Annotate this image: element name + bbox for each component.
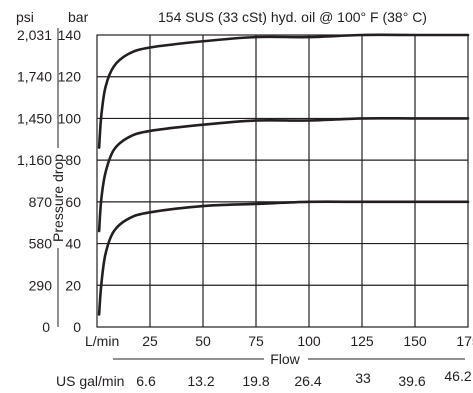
plot-frame [96,34,469,328]
label-layer: 154 SUS (33 cSt) hyd. oil @ 100° F (38° … [16,9,473,389]
x-secondary-tick-label: 19.8 [242,373,269,389]
x-tick-label: 175 [456,333,473,349]
x-secondary-unit-label: US gal/min [56,373,124,389]
pressure-curve-2 [97,116,470,233]
axis-layer [57,28,465,360]
grid-layer [96,34,469,328]
x-tick-label: 125 [350,333,374,349]
x-tick-label: 50 [195,333,211,349]
x-secondary-tick-label: 13.2 [187,373,214,389]
y-secondary-unit-label: psi [16,9,34,25]
series-layer [97,33,470,316]
x-tick-label: 100 [297,333,321,349]
y-secondary-tick-label: 580 [29,236,53,252]
y-secondary-tick-label: 1,160 [17,152,52,168]
pressure-curve-3 [97,33,470,149]
y-secondary-tick-label: 290 [29,277,53,293]
y-tick-label: 40 [65,236,81,252]
chart-title: 154 SUS (33 cSt) hyd. oil @ 100° F (38° … [158,9,427,25]
x-tick-label: 75 [248,333,264,349]
y-tick-label: 100 [58,110,82,126]
pressure-curve-1 [97,200,470,316]
x-secondary-tick-label: 33 [355,370,371,386]
x-secondary-tick-label: 46.2 [444,368,471,384]
y-secondary-tick-label: 1,450 [17,110,52,126]
y-tick-label: 120 [58,69,82,85]
x-secondary-tick-label: 26.4 [294,373,321,389]
y-secondary-tick-label: 1,740 [17,69,52,85]
x-unit-label: L/min [85,333,119,349]
y-secondary-tick-label: 870 [29,194,53,210]
x-tick-label: 25 [142,333,158,349]
y-tick-label: 20 [65,277,81,293]
y-unit-label: bar [68,9,89,25]
y-secondary-tick-label: 2,031 [17,27,52,43]
y-tick-label: 80 [65,152,81,168]
x-axis-title: Flow [270,351,300,367]
y-tick-label: 0 [73,319,81,335]
x-secondary-tick-label: 39.6 [398,373,425,389]
x-tick-label: 150 [403,333,427,349]
y-axis-title-bg [55,148,71,248]
y-tick-label: 140 [58,27,82,43]
y-tick-label: 60 [65,194,81,210]
y-axis-title: Pressure drop [50,154,66,242]
y-secondary-tick-label: 0 [42,319,50,335]
x-secondary-tick-label: 6.6 [136,373,156,389]
